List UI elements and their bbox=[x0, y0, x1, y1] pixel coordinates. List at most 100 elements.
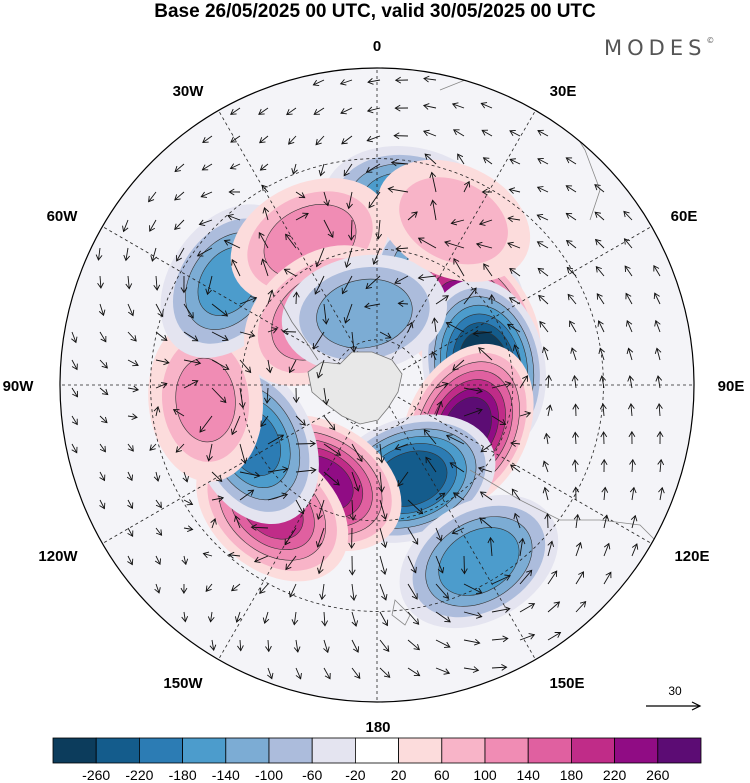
wind-arrow bbox=[519, 375, 528, 389]
wind-arrow bbox=[375, 219, 383, 240]
wind-arrow bbox=[463, 611, 483, 619]
wind-arrow bbox=[351, 471, 361, 492]
lon-label-60e: 60E bbox=[671, 208, 698, 225]
wind-arrow bbox=[230, 107, 241, 115]
wind-arrow bbox=[511, 488, 521, 501]
wind-arrow bbox=[472, 330, 493, 337]
colorbar-tick-label: -60 bbox=[302, 767, 322, 783]
wind-arrow bbox=[71, 415, 78, 426]
wind-arrow bbox=[444, 240, 465, 249]
colorbar-tick-label: 100 bbox=[473, 767, 497, 783]
wind-arrow bbox=[512, 344, 521, 361]
wind-arrow bbox=[463, 583, 483, 594]
wind-arrow bbox=[463, 638, 481, 646]
wind-arrow bbox=[230, 415, 241, 436]
wind-arrow bbox=[407, 667, 421, 677]
wind-arrow bbox=[656, 402, 663, 417]
wind-arrow bbox=[323, 639, 330, 654]
wind-arrow bbox=[155, 358, 170, 366]
wind-arrow bbox=[547, 601, 561, 613]
wind-arrow bbox=[378, 443, 385, 464]
colorbar-swatch bbox=[571, 737, 616, 764]
colorbar-swatch bbox=[52, 737, 97, 764]
wind-arrow bbox=[477, 466, 493, 473]
wind-arrow bbox=[463, 666, 480, 673]
wind-arrow bbox=[363, 302, 381, 310]
wind-arrow bbox=[378, 471, 385, 493]
wind-arrow bbox=[293, 639, 301, 653]
wind-arrow bbox=[126, 471, 133, 482]
colorbar-tick-label: -260 bbox=[82, 767, 110, 783]
wind-arrow bbox=[127, 331, 137, 342]
wind-arrow bbox=[239, 331, 256, 338]
wind-arrow bbox=[346, 191, 353, 210]
wind-arrow bbox=[449, 462, 465, 473]
wind-arrow bbox=[513, 512, 521, 529]
wind-arrow bbox=[95, 247, 103, 261]
wind-arrow bbox=[481, 129, 493, 137]
wind-arrow bbox=[365, 163, 381, 173]
wind-arrow bbox=[123, 247, 131, 262]
wind-arrow bbox=[379, 611, 389, 627]
wind-arrow bbox=[351, 667, 361, 680]
wind-arrow bbox=[259, 163, 269, 171]
wind-arrow bbox=[407, 611, 420, 625]
wind-arrow bbox=[323, 443, 342, 456]
lon-label-0: 0 bbox=[373, 38, 381, 55]
wind-arrow bbox=[350, 583, 357, 602]
wind-arrow bbox=[180, 583, 188, 595]
wind-arrow bbox=[153, 405, 161, 417]
wind-arrow bbox=[394, 443, 409, 451]
wind-arrow bbox=[211, 303, 229, 317]
wind-arrow bbox=[312, 79, 325, 87]
wind-arrow bbox=[291, 163, 298, 175]
wind-arrow bbox=[267, 434, 285, 445]
wind-arrow bbox=[207, 611, 215, 623]
wind-arrow bbox=[155, 527, 163, 536]
wind-arrow bbox=[423, 429, 437, 445]
colorbar-tick-label: 140 bbox=[517, 767, 541, 783]
wind-arrow bbox=[267, 289, 275, 305]
wind-arrow bbox=[285, 555, 297, 571]
wind-arrow bbox=[154, 555, 161, 566]
wind-arrow bbox=[229, 163, 241, 170]
wind-arrow bbox=[379, 583, 388, 601]
wind-arrow bbox=[387, 186, 409, 193]
wind-arrow bbox=[623, 210, 633, 221]
wind-arrow bbox=[623, 238, 633, 249]
reference-arrow-head bbox=[691, 701, 702, 711]
wind-arrow bbox=[122, 219, 129, 233]
wind-arrow bbox=[595, 266, 605, 277]
wind-arrow bbox=[575, 571, 584, 585]
wind-arrow bbox=[537, 129, 549, 137]
wind-arrow bbox=[435, 527, 443, 542]
wind-arrow bbox=[231, 583, 241, 592]
wind-arrow bbox=[575, 541, 583, 557]
wind-arrow bbox=[481, 188, 493, 196]
wind-arrow bbox=[313, 107, 325, 115]
wind-arrow bbox=[155, 331, 168, 342]
wind-arrow bbox=[417, 274, 437, 281]
wind-arrow bbox=[656, 430, 664, 445]
wind-arrow bbox=[451, 102, 465, 109]
wind-arrow bbox=[407, 211, 418, 221]
wind-arrow bbox=[234, 611, 242, 623]
wind-arrow bbox=[597, 320, 605, 333]
wind-arrow bbox=[315, 247, 325, 268]
wind-arrow bbox=[155, 382, 168, 389]
wind-arrow bbox=[407, 583, 418, 600]
brand-name: MODES bbox=[604, 36, 707, 60]
wind-arrow bbox=[572, 403, 580, 417]
colorbar-tick-label: -140 bbox=[212, 767, 240, 783]
wind-arrow bbox=[508, 187, 521, 194]
wind-arrow bbox=[312, 331, 325, 350]
contour-level bbox=[175, 357, 236, 443]
wind-arrow bbox=[366, 135, 381, 143]
wind-arrow bbox=[196, 247, 213, 257]
wind-arrow bbox=[463, 407, 483, 417]
wind-arrow bbox=[463, 287, 477, 305]
longitude-labels: 0 30E 60E 90E 120E 150E 180 150W 120W 90… bbox=[3, 38, 745, 736]
wind-arrow bbox=[445, 434, 465, 445]
wind-arrow bbox=[424, 153, 437, 165]
